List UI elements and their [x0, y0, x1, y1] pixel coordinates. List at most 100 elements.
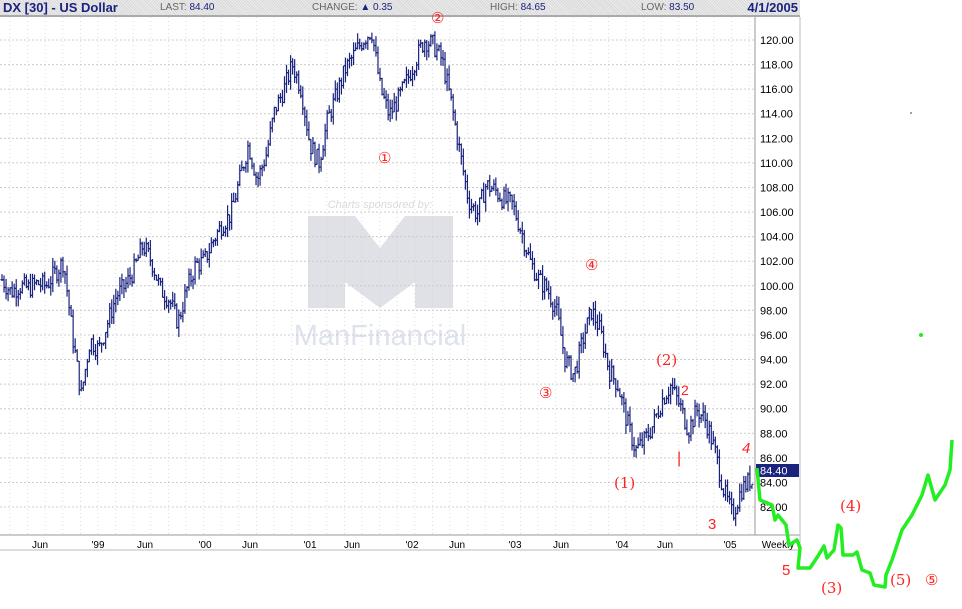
projection-line	[755, 439, 954, 589]
price-bar	[309, 138, 313, 161]
price-bar	[124, 276, 128, 293]
price-bar	[14, 279, 18, 307]
price-bar	[494, 177, 498, 196]
price-bar	[715, 445, 719, 465]
wave-label-circled-3: ③	[539, 384, 553, 402]
price-bar	[181, 301, 185, 323]
price-bar	[213, 237, 217, 246]
price-bar	[175, 303, 179, 329]
price-bar	[268, 121, 272, 147]
price-bar	[289, 55, 293, 90]
price-bar	[270, 117, 274, 133]
price-bar	[579, 332, 583, 354]
price-bar	[398, 86, 402, 97]
x-tick-label: Jun	[657, 540, 673, 551]
price-bar	[463, 169, 467, 190]
price-bar	[266, 139, 270, 158]
price-bar	[608, 360, 612, 389]
price-bar	[431, 34, 435, 45]
price-bar	[329, 108, 333, 122]
price-bar	[264, 146, 268, 167]
price-bar	[108, 302, 112, 328]
price-bar	[396, 87, 400, 112]
price-bar	[386, 93, 390, 121]
wave-label-circled-1: ①	[378, 149, 392, 167]
price-bar	[526, 247, 530, 256]
price-bar	[232, 192, 236, 203]
last-readout: LAST: 84.40	[160, 2, 215, 13]
price-bar	[148, 239, 152, 267]
price-bar	[419, 39, 423, 48]
price-bar	[600, 313, 604, 334]
y-tick-label: 88.00	[760, 428, 788, 440]
stray-dot	[910, 112, 912, 114]
price-bar	[352, 42, 356, 65]
price-bar	[163, 290, 167, 310]
y-tick-label: 90.00	[760, 404, 788, 416]
price-bar	[152, 267, 156, 281]
price-bar	[280, 89, 284, 107]
price-bar	[604, 343, 608, 359]
wave-label-hand-1: |	[677, 450, 682, 467]
price-bar	[295, 71, 299, 84]
price-bar	[567, 355, 571, 367]
price-bar	[93, 343, 97, 361]
wave-label-hand-5: 5	[782, 562, 791, 579]
price-bar	[321, 144, 325, 160]
price-bar	[441, 49, 445, 66]
price-bar	[240, 160, 244, 172]
price-bar	[496, 187, 500, 203]
y-tick-label: 98.00	[760, 305, 788, 317]
price-bar	[404, 66, 408, 88]
price-bar	[630, 422, 634, 451]
price-bar	[591, 301, 595, 326]
price-bar	[191, 275, 195, 290]
y-tick-label: 84.00	[760, 477, 788, 489]
wave-label-circled-5: ⑤	[925, 571, 939, 589]
price-bar	[116, 290, 120, 306]
price-bar	[203, 248, 207, 258]
projection-dot	[919, 333, 923, 337]
y-tick-label: 120.00	[760, 35, 794, 47]
price-bar	[402, 78, 406, 84]
price-bar	[366, 36, 370, 50]
price-bar	[57, 269, 61, 287]
price-bar	[736, 504, 740, 515]
price-bar	[193, 256, 197, 285]
price-bar	[478, 197, 482, 223]
price-bar	[455, 121, 459, 151]
price-bar	[272, 106, 276, 123]
last-value-tag-text: 84.40	[760, 466, 788, 478]
change-value: 0.35	[373, 2, 393, 13]
price-bar	[626, 410, 630, 426]
y-tick-label: 104.00	[760, 232, 794, 244]
price-bar	[339, 77, 343, 95]
price-bar	[451, 93, 455, 121]
price-bar	[492, 179, 496, 191]
price-bar	[22, 273, 26, 286]
price-bar	[646, 423, 650, 442]
price-bar	[10, 281, 14, 298]
price-bar	[563, 347, 567, 373]
price-bar	[120, 273, 124, 295]
wave-label-paren-2: (2)	[656, 351, 678, 369]
price-bar	[707, 420, 711, 444]
x-tick-label: '01	[303, 540, 316, 551]
wave-label-hand-4: 4	[742, 440, 751, 457]
price-bar	[114, 288, 118, 313]
price-bar	[142, 241, 146, 257]
price-bar	[45, 281, 49, 289]
price-bar	[224, 225, 228, 237]
price-bar	[222, 226, 226, 237]
price-bar	[169, 299, 173, 310]
x-tick-label: Jun	[242, 540, 258, 551]
price-bar	[293, 59, 297, 84]
price-bar	[742, 475, 746, 500]
price-bar	[323, 123, 327, 157]
price-bar	[307, 121, 311, 141]
price-bar	[242, 166, 246, 172]
price-bar	[744, 475, 748, 493]
x-axis: Jun '99 Jun '00 Jun '01 Jun '02 Jun '03 Jun '04 Jun '…	[32, 540, 794, 551]
price-bar	[530, 251, 534, 270]
